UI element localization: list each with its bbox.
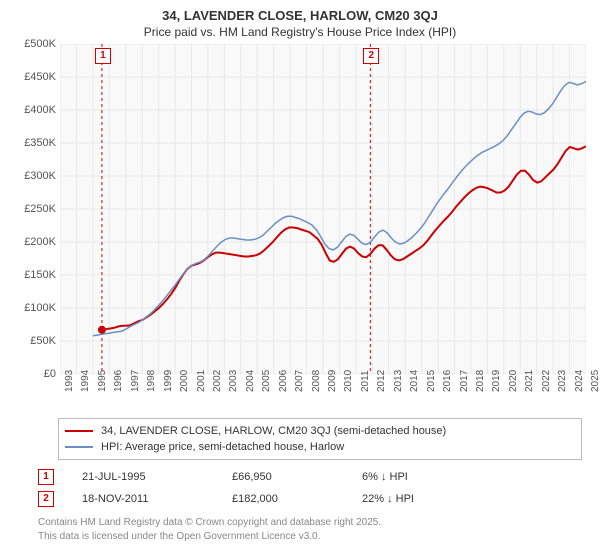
sale-date: 18-NOV-2011: [82, 493, 232, 505]
x-axis-label: 2008: [311, 370, 322, 392]
x-axis-label: 2014: [409, 370, 420, 392]
sale-row: 2 18-NOV-2011£182,00022% ↓ HPI: [38, 488, 414, 510]
legend-label: 34, LAVENDER CLOSE, HARLOW, CM20 3QJ (se…: [101, 425, 446, 437]
y-axis-label: £50K: [10, 335, 56, 347]
x-axis-label: 1995: [97, 370, 108, 392]
footer-line-1: Contains HM Land Registry data © Crown c…: [38, 516, 381, 530]
x-axis-label: 2013: [393, 370, 404, 392]
y-axis-label: £200K: [10, 236, 56, 248]
x-axis-label: 2021: [524, 370, 535, 392]
footer-attribution: Contains HM Land Registry data © Crown c…: [38, 516, 381, 543]
title-line-1: 34, LAVENDER CLOSE, HARLOW, CM20 3QJ: [0, 8, 600, 23]
x-axis-label: 2025: [590, 370, 600, 392]
x-axis-label: 2023: [557, 370, 568, 392]
chart-titles: 34, LAVENDER CLOSE, HARLOW, CM20 3QJ Pri…: [0, 0, 600, 39]
x-axis-label: 2022: [541, 370, 552, 392]
legend-label: HPI: Average price, semi-detached house,…: [101, 441, 344, 453]
y-axis-label: £350K: [10, 137, 56, 149]
legend: 34, LAVENDER CLOSE, HARLOW, CM20 3QJ (se…: [58, 418, 582, 460]
y-axis-label: £450K: [10, 71, 56, 83]
x-axis-label: 2006: [278, 370, 289, 392]
sale-num: 1: [38, 469, 54, 485]
x-axis-label: 2003: [228, 370, 239, 392]
x-axis-label: 2000: [179, 370, 190, 392]
sale-num: 2: [38, 491, 54, 507]
chart-area: £0 £50K £100K £150K £200K £250K £300K £350K £400…: [10, 44, 590, 414]
footer-line-2: This data is licensed under the Open Gov…: [38, 530, 381, 544]
x-axis-label: 1999: [163, 370, 174, 392]
legend-item: 34, LAVENDER CLOSE, HARLOW, CM20 3QJ (se…: [65, 423, 575, 439]
x-axis-label: 2002: [212, 370, 223, 392]
x-axis-label: 2024: [574, 370, 585, 392]
x-axis-label: 2009: [327, 370, 338, 392]
x-axis-label: 2004: [245, 370, 256, 392]
y-axis-label: £500K: [10, 38, 56, 50]
x-axis-label: 1994: [80, 370, 91, 392]
x-axis-label: 2010: [343, 370, 354, 392]
x-axis-label: 2001: [196, 370, 207, 392]
y-axis-label: £250K: [10, 203, 56, 215]
y-axis-label: £300K: [10, 170, 56, 182]
sale-price: £182,000: [232, 493, 362, 505]
sale-marker-2: 2: [363, 48, 379, 64]
x-axis-label: 2020: [508, 370, 519, 392]
legend-swatch: [65, 446, 93, 448]
sale-row: 1 21-JUL-1995£66,9506% ↓ HPI: [38, 466, 414, 488]
x-axis-label: 2016: [442, 370, 453, 392]
x-axis-label: 2017: [459, 370, 470, 392]
y-axis-label: £150K: [10, 269, 56, 281]
x-axis-label: 2007: [294, 370, 305, 392]
x-axis-label: 1996: [113, 370, 124, 392]
x-axis-label: 2018: [475, 370, 486, 392]
x-axis-label: 2012: [376, 370, 387, 392]
y-axis-label: £0: [10, 368, 56, 380]
x-axis-label: 2005: [261, 370, 272, 392]
x-axis-label: 2019: [491, 370, 502, 392]
legend-swatch: [65, 430, 93, 432]
y-axis-label: £100K: [10, 302, 56, 314]
x-axis-label: 2011: [360, 370, 371, 392]
y-axis-label: £400K: [10, 104, 56, 116]
x-axis-label: 1998: [146, 370, 157, 392]
x-axis-label: 2015: [426, 370, 437, 392]
sale-date: 21-JUL-1995: [82, 471, 232, 483]
sale-delta: 22% ↓ HPI: [362, 493, 414, 505]
x-axis-label: 1997: [130, 370, 141, 392]
sale-delta: 6% ↓ HPI: [362, 471, 408, 483]
sale-marker-1: 1: [95, 48, 111, 64]
sale-price: £66,950: [232, 471, 362, 483]
title-line-2: Price paid vs. HM Land Registry's House …: [0, 25, 600, 39]
sales-table: 1 21-JUL-1995£66,9506% ↓ HPI 2 18-NOV-2011£…: [38, 466, 414, 510]
legend-item: HPI: Average price, semi-detached house,…: [65, 439, 575, 455]
x-axis-label: 1993: [64, 370, 75, 392]
